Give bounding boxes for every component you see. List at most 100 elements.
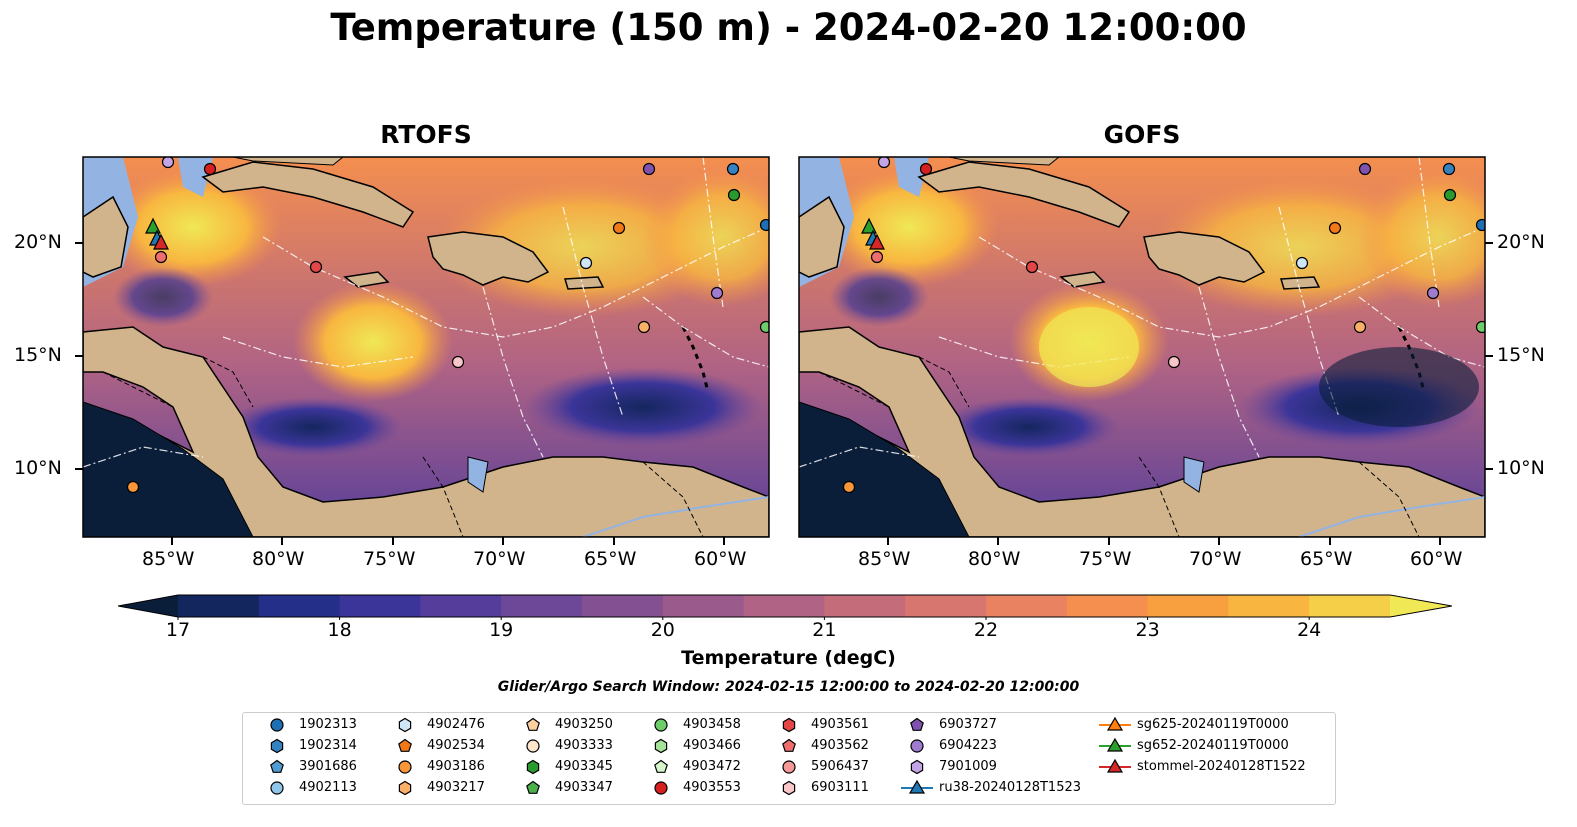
legend-marker-icon	[526, 759, 540, 775]
legend-label: 4902534	[427, 738, 485, 753]
rtofs-lat-tick: 10°N	[14, 457, 62, 479]
colorbar-segment	[339, 595, 421, 617]
gofs-lon-tick: 80°W	[968, 548, 1021, 570]
legend-marker-icon	[910, 717, 924, 731]
gofs-lon-tick: 85°W	[858, 548, 911, 570]
search-window-text: Glider/Argo Search Window: 2024-02-15 12…	[497, 679, 1080, 695]
legend-marker-icon	[1099, 737, 1131, 752]
colorbar-segment	[743, 595, 825, 617]
legend-marker-icon	[398, 760, 412, 774]
gofs-lat-tick: 15°N	[1497, 344, 1545, 366]
legend-label: 4903561	[811, 717, 869, 732]
panel-title-gofs: GOFS	[1103, 120, 1181, 149]
gofs-lon-tick: 75°W	[1079, 548, 1132, 570]
map-panels	[75, 156, 1493, 545]
rtofs-lon-tick: 85°W	[142, 548, 195, 570]
rtofs-lat-tick: 20°N	[14, 231, 62, 253]
legend-label: 4903186	[427, 759, 485, 774]
colorbar-tick-label: 18	[327, 619, 352, 641]
rtofs-lon-tick: 80°W	[252, 548, 305, 570]
legend-label: 6903727	[939, 717, 997, 732]
legend-marker-icon	[270, 738, 284, 754]
legend-label: 3901686	[299, 759, 357, 774]
legend-label: 4903250	[555, 717, 613, 732]
legend-label: ru38-20240128T1523	[939, 780, 1082, 795]
colorbar-segment	[824, 595, 906, 617]
gofs-lat-tick: 20°N	[1497, 231, 1545, 253]
colorbar-label: Temperature (degC)	[681, 647, 896, 669]
rtofs-lon-tick: 65°W	[584, 548, 637, 570]
legend-marker-icon	[526, 717, 540, 731]
legend-marker-icon	[901, 779, 933, 794]
legend-marker-icon	[398, 780, 412, 796]
rtofs-lon-tick: 75°W	[363, 548, 416, 570]
gofs-lon-tick: 60°W	[1410, 548, 1463, 570]
colorbar-tick-label: 24	[1297, 619, 1322, 641]
colorbar-segment	[905, 595, 987, 617]
colorbar-tick-label: 17	[165, 619, 191, 641]
legend-marker-icon	[654, 738, 668, 754]
legend-label: 4902476	[427, 717, 485, 732]
legend-marker-icon	[1099, 716, 1131, 731]
legend-marker-icon	[910, 759, 924, 775]
gofs-map	[798, 156, 1486, 538]
colorbar-segment	[258, 595, 341, 617]
legend-label: 6903111	[811, 780, 869, 795]
legend-label: stommel-20240128T1522	[1137, 759, 1306, 774]
figure-title: Temperature (150 m) - 2024-02-20 12:00:0…	[330, 6, 1247, 49]
colorbar-segment	[1309, 595, 1391, 617]
colorbar-tick-label: 22	[973, 619, 999, 641]
legend-label: 1902314	[299, 738, 357, 753]
colorbar-segment	[1066, 595, 1149, 617]
legend-label: 4903217	[427, 780, 485, 795]
legend-label: 4903562	[811, 738, 869, 753]
rtofs-map	[82, 156, 770, 538]
legend-label: 7901009	[939, 759, 997, 774]
legend-label: sg652-20240119T0000	[1137, 738, 1289, 753]
legend-marker-icon	[1099, 758, 1131, 773]
colorbar-segment	[420, 595, 502, 617]
legend-label: 4903347	[555, 780, 613, 795]
colorbar-tick-label: 21	[812, 619, 837, 641]
colorbar-segment	[662, 595, 745, 617]
legend-label: 4903553	[683, 780, 741, 795]
legend-marker-icon	[910, 739, 924, 753]
legend-label: 4903472	[683, 759, 741, 774]
legend-marker-icon	[526, 780, 540, 794]
legend-label: 1902313	[299, 717, 357, 732]
gofs-ticks	[887, 242, 1493, 545]
rtofs-ticks	[75, 242, 725, 545]
rtofs-lon-tick: 70°W	[473, 548, 526, 570]
colorbar-segment	[1147, 595, 1229, 617]
colorbar-segment	[178, 595, 260, 617]
colorbar-segment	[582, 595, 664, 617]
legend-label: 4903458	[683, 717, 741, 732]
legend-marker-icon	[782, 717, 796, 733]
panel-title-rtofs: RTOFS	[380, 120, 472, 149]
colorbar-extend-min	[118, 595, 178, 617]
colorbar-segment	[1228, 595, 1310, 617]
rtofs-lon-tick: 60°W	[694, 548, 747, 570]
legend-marker-icon	[398, 738, 412, 752]
colorbar-tick-label: 19	[489, 619, 514, 641]
legend-marker-icon	[654, 759, 668, 773]
legend-marker-icon	[782, 760, 796, 774]
legend-marker-icon	[270, 781, 284, 795]
legend-label: 4903345	[555, 759, 613, 774]
legend-marker-icon	[782, 780, 796, 796]
rtofs-lat-tick: 15°N	[14, 344, 62, 366]
legend-label: sg625-20240119T0000	[1137, 717, 1289, 732]
legend-label: 4903466	[683, 738, 741, 753]
colorbar-segment	[501, 595, 583, 617]
legend-marker-icon	[654, 781, 668, 795]
colorbar-tick-label: 20	[650, 619, 675, 641]
legend-label: 4903333	[555, 738, 613, 753]
legend-marker-icon	[270, 718, 284, 732]
colorbar-extend-max	[1390, 595, 1452, 617]
gofs-lat-tick: 10°N	[1497, 457, 1545, 479]
colorbar-segment	[986, 595, 1068, 617]
legend-marker-icon	[270, 759, 284, 773]
gofs-lon-tick: 65°W	[1300, 548, 1353, 570]
legend-marker-icon	[654, 718, 668, 732]
legend-marker-icon	[398, 717, 412, 733]
